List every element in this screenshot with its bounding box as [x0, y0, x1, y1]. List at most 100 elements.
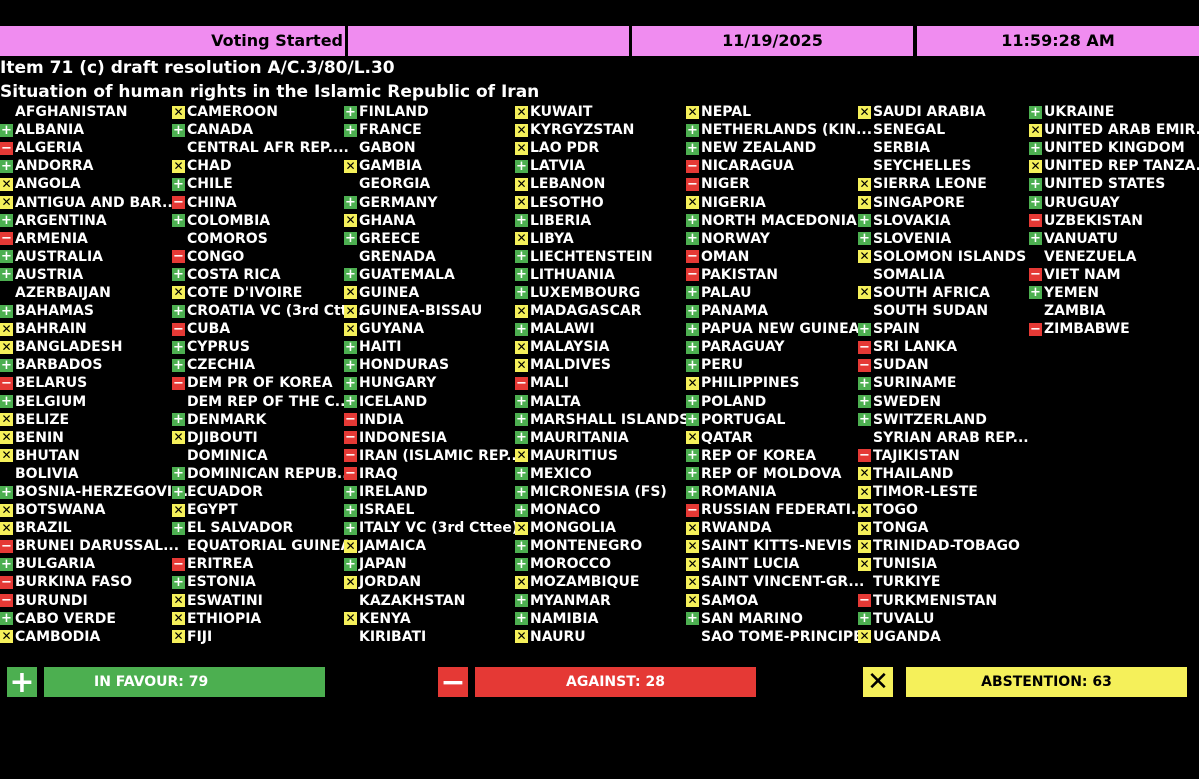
country-row: − INDONESIA: [344, 429, 522, 447]
country-name: CZECHIA: [187, 357, 256, 374]
country-row: − BURUNDI: [0, 592, 188, 610]
country-name: COMOROS: [187, 230, 268, 247]
country-name: DOMINICAN REPUB...: [187, 465, 353, 482]
minus-icon: −: [1029, 213, 1042, 229]
country-name: ANTIGUA AND BAR...: [15, 194, 178, 211]
country-name: INDIA: [359, 411, 404, 428]
plus-icon: +: [858, 394, 871, 410]
country-row: ✕ COTE D'IVOIRE: [172, 284, 363, 302]
country-row: − NICARAGUA: [686, 157, 872, 175]
country-name: GRENADA: [359, 248, 436, 265]
country-name: MONTENEGRO: [530, 538, 643, 555]
country-column-1: AFGHANISTAN + ALBANIA − ALGERIA + ANDORRA ✕ ANGO…: [0, 103, 188, 646]
country-name: LESOTHO: [530, 194, 604, 211]
country-name: ESWATINI: [187, 592, 263, 609]
country-row: + MONTENEGRO: [515, 537, 689, 555]
plus-icon: +: [344, 104, 357, 120]
country-row: + COSTA RICA: [172, 266, 363, 284]
plus-icon: +: [1029, 195, 1042, 211]
country-name: MADAGASCAR: [530, 303, 642, 320]
x-icon: ✕: [858, 538, 871, 553]
country-row: SEYCHELLES: [858, 157, 1029, 175]
plus-icon: +: [172, 339, 185, 355]
country-row: SAO TOME-PRINCIPE: [686, 628, 872, 646]
country-name: UNITED KINGDOM: [1044, 140, 1185, 157]
plus-icon: +: [686, 448, 699, 464]
country-row: + CANADA: [172, 121, 363, 139]
plus-icon: +: [515, 466, 528, 482]
no-vote-blank: [858, 576, 871, 589]
country-row: − ERITREA: [172, 555, 363, 573]
country-row: − CONGO: [172, 248, 363, 266]
x-icon: ✕: [344, 321, 357, 336]
country-row: + JAPAN: [344, 555, 522, 573]
country-name: CHAD: [187, 158, 232, 175]
resolution-subject: Situation of human rights in the Islamic…: [0, 82, 540, 102]
totals-bar: + IN FAVOUR: 79 − AGAINST: 28 ✕ ABSTENTI…: [0, 665, 1199, 700]
x-icon: ✕: [172, 611, 185, 626]
country-name: BOTSWANA: [15, 502, 106, 519]
country-row: − INDIA: [344, 411, 522, 429]
x-icon: ✕: [515, 195, 528, 210]
plus-icon: +: [172, 357, 185, 373]
country-row: + CROATIA VC (3rd Ctt...: [172, 302, 363, 320]
plus-icon: +: [344, 556, 357, 572]
x-icon: ✕: [515, 176, 528, 191]
country-name: EGYPT: [187, 502, 238, 519]
country-row: − CUBA: [172, 320, 363, 338]
x-icon: ✕: [172, 629, 185, 644]
country-row: + BELGIUM: [0, 393, 188, 411]
country-row: ✕ PHILIPPINES: [686, 374, 872, 392]
plus-icon: +: [686, 231, 699, 247]
country-name: GHANA: [359, 212, 416, 229]
country-row: AZERBAIJAN: [0, 284, 188, 302]
country-row: + HUNGARY: [344, 374, 522, 392]
country-name: DEM REP OF THE C...: [187, 393, 351, 410]
country-row: ✕ CAMBODIA: [0, 628, 188, 646]
plus-icon: +: [858, 321, 871, 337]
no-vote-blank: [172, 232, 185, 245]
country-row: ✕ LIBYA: [515, 230, 689, 248]
minus-icon: −: [0, 574, 13, 590]
country-name: LAO PDR: [530, 140, 600, 157]
country-name: DOMINICA: [187, 447, 268, 464]
no-vote-blank: [344, 594, 357, 607]
country-row: + LATVIA: [515, 157, 689, 175]
country-row: ✕ UNITED REP TANZA...: [1029, 157, 1199, 175]
country-row: + ESTONIA: [172, 573, 363, 591]
country-row: ✕ FIJI: [172, 628, 363, 646]
country-row: + MALAWI: [515, 320, 689, 338]
country-row: ✕ TOGO: [858, 501, 1029, 519]
country-row: + PARAGUAY: [686, 338, 872, 356]
country-row: ✕ UNITED ARAB EMIR...: [1029, 121, 1199, 139]
country-row: − ZIMBABWE: [1029, 320, 1199, 338]
country-row: + URUGUAY: [1029, 193, 1199, 211]
country-name: ERITREA: [187, 556, 254, 573]
minus-icon: −: [686, 158, 699, 174]
country-row: + UKRAINE: [1029, 103, 1199, 121]
plus-icon: +: [0, 249, 13, 265]
minus-icon: −: [686, 249, 699, 265]
plus-icon: +: [172, 466, 185, 482]
x-icon: ✕: [858, 629, 871, 644]
plus-icon: +: [7, 665, 37, 700]
country-name: LIBERIA: [530, 212, 592, 229]
country-name: KUWAIT: [530, 104, 593, 121]
x-icon: ✕: [858, 195, 871, 210]
country-name: LATVIA: [530, 158, 586, 175]
x-icon: ✕: [0, 629, 13, 644]
country-name: BOLIVIA: [15, 465, 79, 482]
status-blank-cell: [348, 26, 629, 56]
minus-icon: −: [172, 249, 185, 265]
country-name: TUNISIA: [873, 556, 937, 573]
plus-icon: +: [0, 213, 13, 229]
country-row: ✕ ESWATINI: [172, 592, 363, 610]
x-icon: ✕: [515, 629, 528, 644]
country-name: LEBANON: [530, 176, 606, 193]
country-name: CABO VERDE: [15, 610, 116, 627]
x-icon: ✕: [858, 484, 871, 499]
country-name: ANDORRA: [15, 158, 94, 175]
minus-icon: −: [858, 593, 871, 609]
country-name: SLOVAKIA: [873, 212, 951, 229]
plus-icon: +: [686, 339, 699, 355]
